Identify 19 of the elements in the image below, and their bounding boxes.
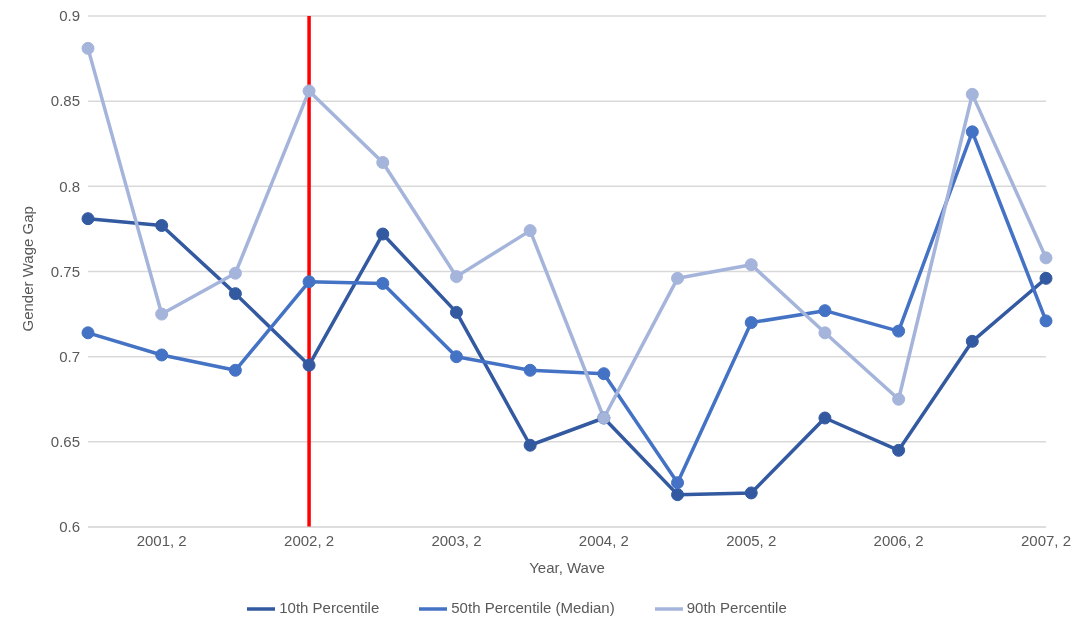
y-tick-label: 0.85 bbox=[50, 92, 80, 110]
y-tick-label: 0.65 bbox=[50, 433, 80, 451]
y-tick-label: 0.8 bbox=[59, 177, 80, 195]
y-tick-label: 0.75 bbox=[50, 262, 80, 280]
x-tick-label: 2007, 2 bbox=[1020, 531, 1072, 549]
y-tick-label: 0.7 bbox=[59, 347, 80, 365]
x-tick-label: 2005, 2 bbox=[726, 531, 777, 549]
y-tick-label: 0.9 bbox=[59, 7, 80, 25]
y-axis-title: Gender Wage Gap bbox=[19, 206, 37, 332]
legend-label: 10th Percentile bbox=[279, 598, 380, 616]
x-axis-title: Year, Wave bbox=[529, 559, 605, 576]
y-tick-label: 0.6 bbox=[59, 518, 80, 536]
legend-label: 90th Percentile bbox=[686, 598, 787, 616]
x-tick-label: 2001, 2 bbox=[136, 531, 187, 549]
x-tick-label: 2004, 2 bbox=[578, 531, 629, 549]
x-tick-label: 2002, 2 bbox=[284, 531, 335, 549]
x-tick-label: 2006, 2 bbox=[873, 531, 924, 549]
x-tick-label: 2003, 2 bbox=[431, 531, 482, 549]
legend-label: 50th Percentile (Median) bbox=[451, 598, 615, 616]
